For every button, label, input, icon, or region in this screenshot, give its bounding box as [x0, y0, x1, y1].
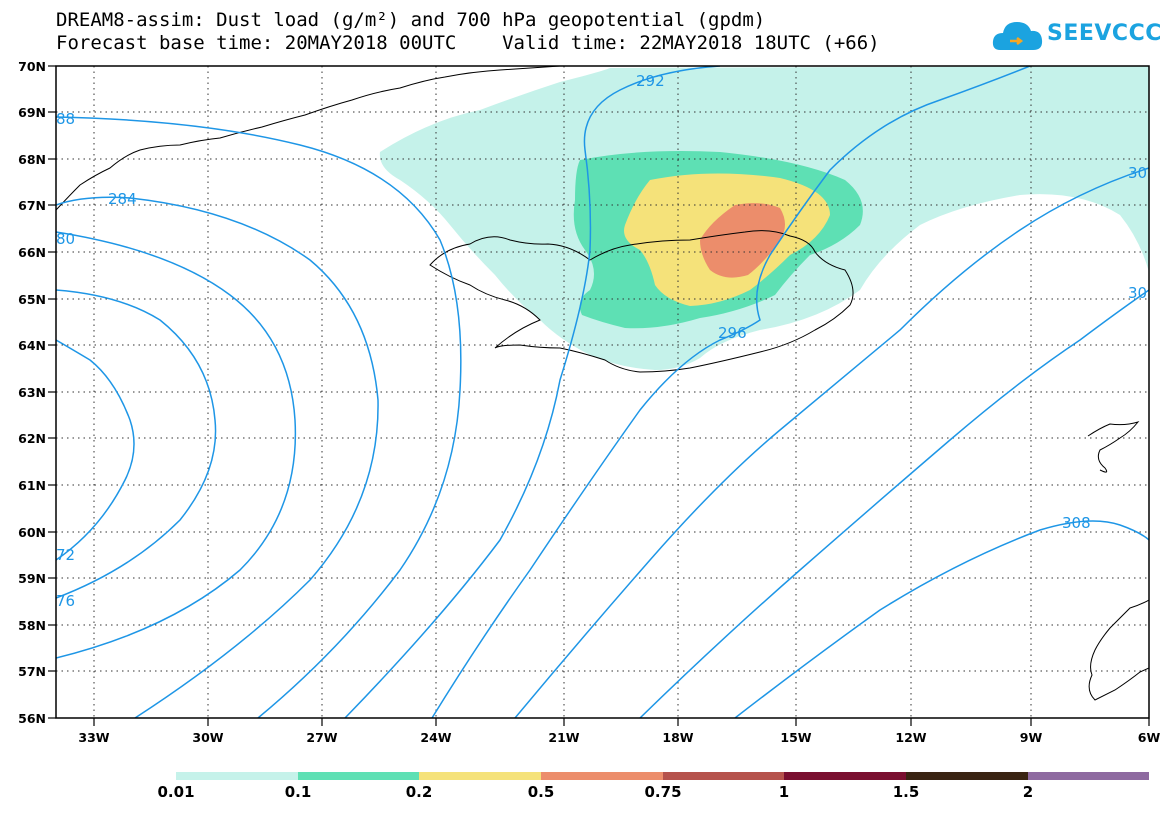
lat-label: 65N	[18, 292, 46, 307]
coastlines	[56, 66, 1149, 701]
contour-line-276	[56, 289, 217, 599]
contour-line-308	[734, 520, 1149, 718]
colorbar-swatch	[906, 772, 1028, 780]
colorbar-swatch	[176, 772, 298, 780]
lon-label: 15W	[780, 730, 811, 745]
contour-label-30b: 30	[1128, 284, 1147, 302]
contour-label-292: 292	[636, 72, 665, 90]
colorbar-label: 0.75	[644, 783, 682, 801]
lon-label: 27W	[306, 730, 337, 745]
lon-label: 30W	[192, 730, 223, 745]
iceland-coast	[429, 230, 854, 373]
colorbar-swatch	[419, 772, 541, 780]
dust-shading	[379, 66, 1149, 370]
graticule	[56, 66, 1149, 718]
colorbar-label: 1.5	[892, 783, 920, 801]
lat-label: 66N	[18, 245, 46, 260]
contour-line-284	[56, 196, 379, 718]
contour-line-304	[639, 289, 1149, 718]
lat-label: 58N	[18, 618, 46, 633]
contour-line-296a	[431, 66, 1031, 718]
latitude-labels: 70N 69N 68N 67N 66N 65N 64N 63N 62N 61N …	[18, 59, 46, 726]
colorbar-swatch	[541, 772, 663, 780]
scotland-coast	[1088, 599, 1149, 701]
chart-title-line1: DREAM8-assim: Dust load (g/m²) and 700 h…	[56, 9, 766, 31]
geopotential-contours	[56, 66, 1149, 718]
contour-line-292	[344, 66, 721, 718]
longitude-labels: 33W 30W 27W 24W 21W 18W 15W 12W 9W 6W	[78, 730, 1160, 745]
contour-line-288	[56, 116, 462, 718]
colorbar-label: 0.1	[284, 783, 312, 801]
lat-label: 69N	[18, 105, 46, 120]
faroe-islands-coast	[1087, 421, 1140, 473]
lat-label: 56N	[18, 711, 46, 726]
contour-line-280	[56, 231, 297, 659]
colorbar-label: 1	[778, 783, 790, 801]
colorbar-label: 0.2	[405, 783, 433, 801]
lat-label: 67N	[18, 198, 46, 213]
lat-label: 61N	[18, 478, 46, 493]
lat-label: 60N	[18, 525, 46, 540]
contour-line-272	[56, 339, 135, 561]
colorbar-label: 0.5	[527, 783, 555, 801]
lat-label: 63N	[18, 385, 46, 400]
lon-label: 9W	[1020, 730, 1043, 745]
contour-label-30a: 30	[1128, 164, 1147, 182]
colorbar-label: 0.01	[157, 783, 195, 801]
lat-label: 57N	[18, 664, 46, 679]
lon-label: 21W	[548, 730, 579, 745]
contour-labels: 88 284 80 292 296 308 72 76 30 30	[56, 72, 1147, 610]
dust-region-0.5	[700, 203, 785, 278]
lat-label: 64N	[18, 338, 46, 353]
contour-line-300	[514, 167, 1149, 718]
colorbar-swatch	[298, 772, 419, 780]
lon-label: 33W	[78, 730, 109, 745]
contour-label-296: 296	[718, 324, 747, 342]
contour-label-80: 80	[56, 230, 75, 248]
colorbar	[176, 772, 1149, 780]
contour-label-88: 88	[56, 110, 75, 128]
contour-label-308: 308	[1062, 514, 1091, 532]
logo-text: SEEVCCC	[1047, 21, 1162, 46]
colorbar-swatch	[1028, 772, 1149, 780]
axis-ticks	[48, 65, 1150, 726]
lat-label: 70N	[18, 59, 46, 74]
lat-label: 68N	[18, 152, 46, 167]
colorbar-swatch	[784, 772, 906, 780]
contour-label-284: 284	[108, 190, 137, 208]
cloud-logo-icon	[992, 22, 1043, 50]
colorbar-swatch	[663, 772, 784, 780]
greenland-coast	[56, 66, 561, 211]
chart-title-line2: Forecast base time: 20MAY2018 00UTC Vali…	[56, 32, 880, 54]
lon-label: 12W	[895, 730, 926, 745]
colorbar-label: 2	[1022, 783, 1034, 801]
lon-label: 6W	[1138, 730, 1161, 745]
lat-label: 59N	[18, 571, 46, 586]
contour-label-76: 76	[56, 592, 75, 610]
lat-label: 62N	[18, 431, 46, 446]
lon-label: 18W	[662, 730, 693, 745]
contour-label-72: 72	[56, 546, 75, 564]
lon-label: 24W	[420, 730, 451, 745]
